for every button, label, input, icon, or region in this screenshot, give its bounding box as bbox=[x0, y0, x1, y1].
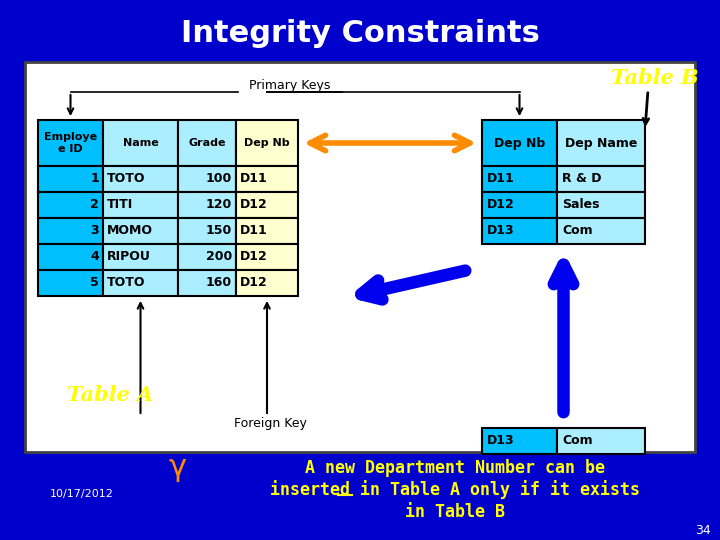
Bar bbox=[236, 270, 298, 296]
Text: Employe
e ID: Employe e ID bbox=[44, 132, 97, 154]
Text: inserted in Table A only if it exists: inserted in Table A only if it exists bbox=[270, 481, 640, 500]
Text: Table B: Table B bbox=[611, 68, 699, 88]
Text: Com: Com bbox=[562, 435, 593, 448]
Bar bbox=[178, 270, 236, 296]
Bar bbox=[482, 192, 557, 218]
Bar bbox=[38, 120, 103, 166]
Text: D12: D12 bbox=[487, 199, 515, 212]
Bar bbox=[557, 218, 645, 244]
Text: Integrity Constraints: Integrity Constraints bbox=[181, 19, 539, 49]
Text: 34: 34 bbox=[695, 523, 711, 537]
Bar bbox=[38, 270, 103, 296]
Bar bbox=[38, 192, 103, 218]
Bar bbox=[178, 218, 236, 244]
Text: 4: 4 bbox=[90, 251, 99, 264]
Bar bbox=[482, 428, 557, 454]
Text: A new Department Number can be: A new Department Number can be bbox=[305, 459, 605, 477]
Text: Dep Name: Dep Name bbox=[564, 137, 637, 150]
Bar bbox=[103, 166, 178, 192]
Bar bbox=[557, 166, 645, 192]
Bar bbox=[557, 120, 645, 166]
Text: Primary Keys: Primary Keys bbox=[249, 79, 330, 92]
Bar bbox=[38, 244, 103, 270]
Text: D12: D12 bbox=[240, 199, 268, 212]
Text: R & D: R & D bbox=[562, 172, 601, 186]
Bar bbox=[103, 270, 178, 296]
Text: D11: D11 bbox=[240, 172, 268, 186]
Text: Name: Name bbox=[122, 138, 158, 148]
Text: Sales: Sales bbox=[562, 199, 600, 212]
Bar bbox=[103, 120, 178, 166]
Bar bbox=[103, 244, 178, 270]
Bar bbox=[103, 192, 178, 218]
Bar bbox=[178, 120, 236, 166]
Bar bbox=[25, 62, 695, 452]
Text: Dep Nb: Dep Nb bbox=[494, 137, 545, 150]
Text: Grade: Grade bbox=[188, 138, 226, 148]
Bar bbox=[482, 218, 557, 244]
Text: 160: 160 bbox=[206, 276, 232, 289]
Text: TITI: TITI bbox=[107, 199, 133, 212]
Bar bbox=[236, 218, 298, 244]
Bar bbox=[236, 244, 298, 270]
Text: 10/17/2012: 10/17/2012 bbox=[50, 489, 114, 499]
Text: 150: 150 bbox=[206, 225, 232, 238]
Text: 3: 3 bbox=[91, 225, 99, 238]
Text: Com: Com bbox=[562, 225, 593, 238]
Bar bbox=[236, 166, 298, 192]
Bar bbox=[178, 244, 236, 270]
Bar bbox=[178, 166, 236, 192]
Text: 2: 2 bbox=[90, 199, 99, 212]
Text: 1: 1 bbox=[90, 172, 99, 186]
Bar bbox=[38, 218, 103, 244]
Text: D11: D11 bbox=[240, 225, 268, 238]
Text: MOMO: MOMO bbox=[107, 225, 153, 238]
Text: D13: D13 bbox=[487, 435, 515, 448]
Bar bbox=[38, 166, 103, 192]
Bar bbox=[482, 120, 557, 166]
Bar bbox=[236, 192, 298, 218]
Text: in Table B: in Table B bbox=[405, 503, 505, 521]
Text: 5: 5 bbox=[90, 276, 99, 289]
Bar bbox=[557, 192, 645, 218]
Bar bbox=[482, 166, 557, 192]
Text: TOTO: TOTO bbox=[107, 276, 145, 289]
Text: Dep Nb: Dep Nb bbox=[244, 138, 290, 148]
Text: D12: D12 bbox=[240, 276, 268, 289]
Text: D11: D11 bbox=[487, 172, 515, 186]
Text: γ: γ bbox=[169, 454, 187, 483]
Text: Table A: Table A bbox=[67, 385, 153, 405]
Bar bbox=[103, 218, 178, 244]
Text: D12: D12 bbox=[240, 251, 268, 264]
Bar bbox=[557, 428, 645, 454]
Text: D13: D13 bbox=[487, 225, 515, 238]
Text: Foreign Key: Foreign Key bbox=[233, 417, 307, 430]
Text: 100: 100 bbox=[206, 172, 232, 186]
Text: TOTO: TOTO bbox=[107, 172, 145, 186]
Bar bbox=[236, 120, 298, 166]
Text: RIPOU: RIPOU bbox=[107, 251, 151, 264]
Text: 120: 120 bbox=[206, 199, 232, 212]
Text: 200: 200 bbox=[206, 251, 232, 264]
Bar bbox=[178, 192, 236, 218]
